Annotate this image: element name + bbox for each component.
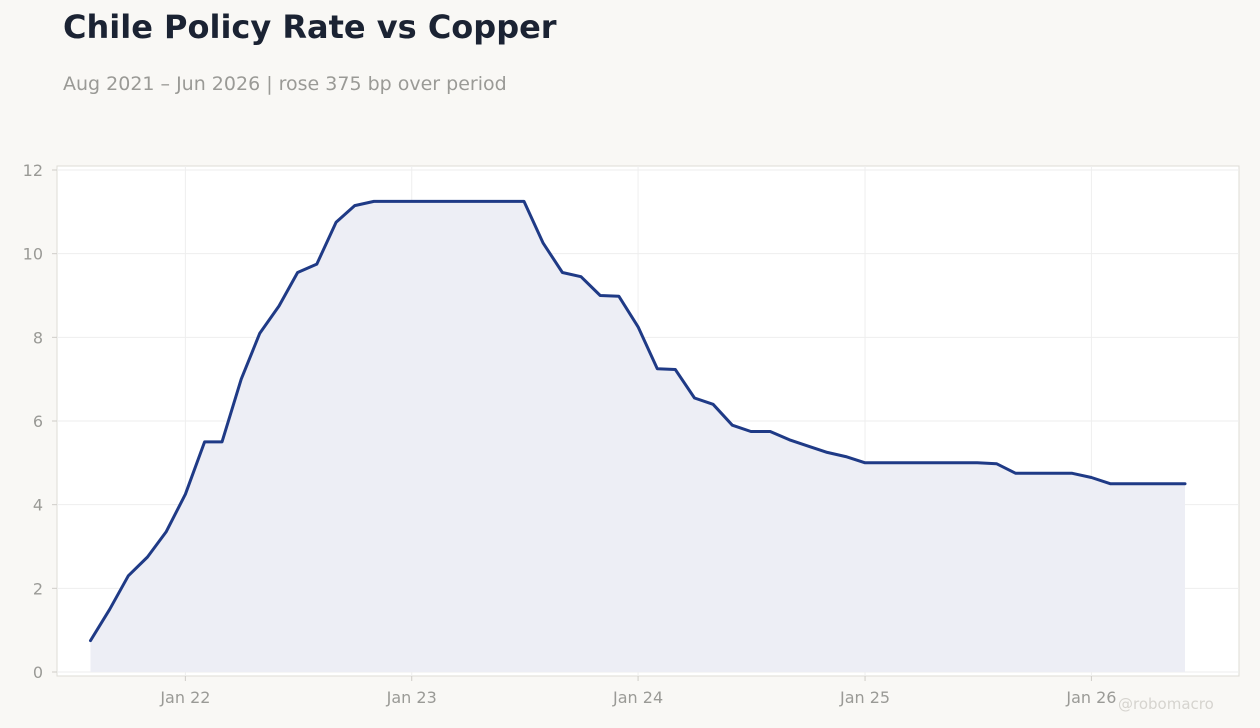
series-area <box>90 201 1185 672</box>
y-tick-label: 0 <box>33 663 43 682</box>
x-tick-label: Jan 25 <box>839 688 890 707</box>
x-tick-label: Jan 26 <box>1065 688 1116 707</box>
watermark: @robomacro <box>1118 695 1214 713</box>
chart-title: Chile Policy Rate vs Copper <box>63 8 557 46</box>
x-tick-label: Jan 24 <box>612 688 663 707</box>
x-tick-label: Jan 22 <box>159 688 210 707</box>
chart-subtitle: Aug 2021 – Jun 2026 | rose 375 bp over p… <box>63 73 507 95</box>
y-tick-label: 2 <box>33 579 43 598</box>
y-tick-label: 8 <box>33 328 43 347</box>
y-tick-label: 4 <box>33 496 43 515</box>
y-tick-label: 6 <box>33 412 43 431</box>
x-tick-label: Jan 23 <box>386 688 437 707</box>
y-tick-label: 10 <box>23 245 43 264</box>
y-tick-label: 12 <box>23 161 43 180</box>
